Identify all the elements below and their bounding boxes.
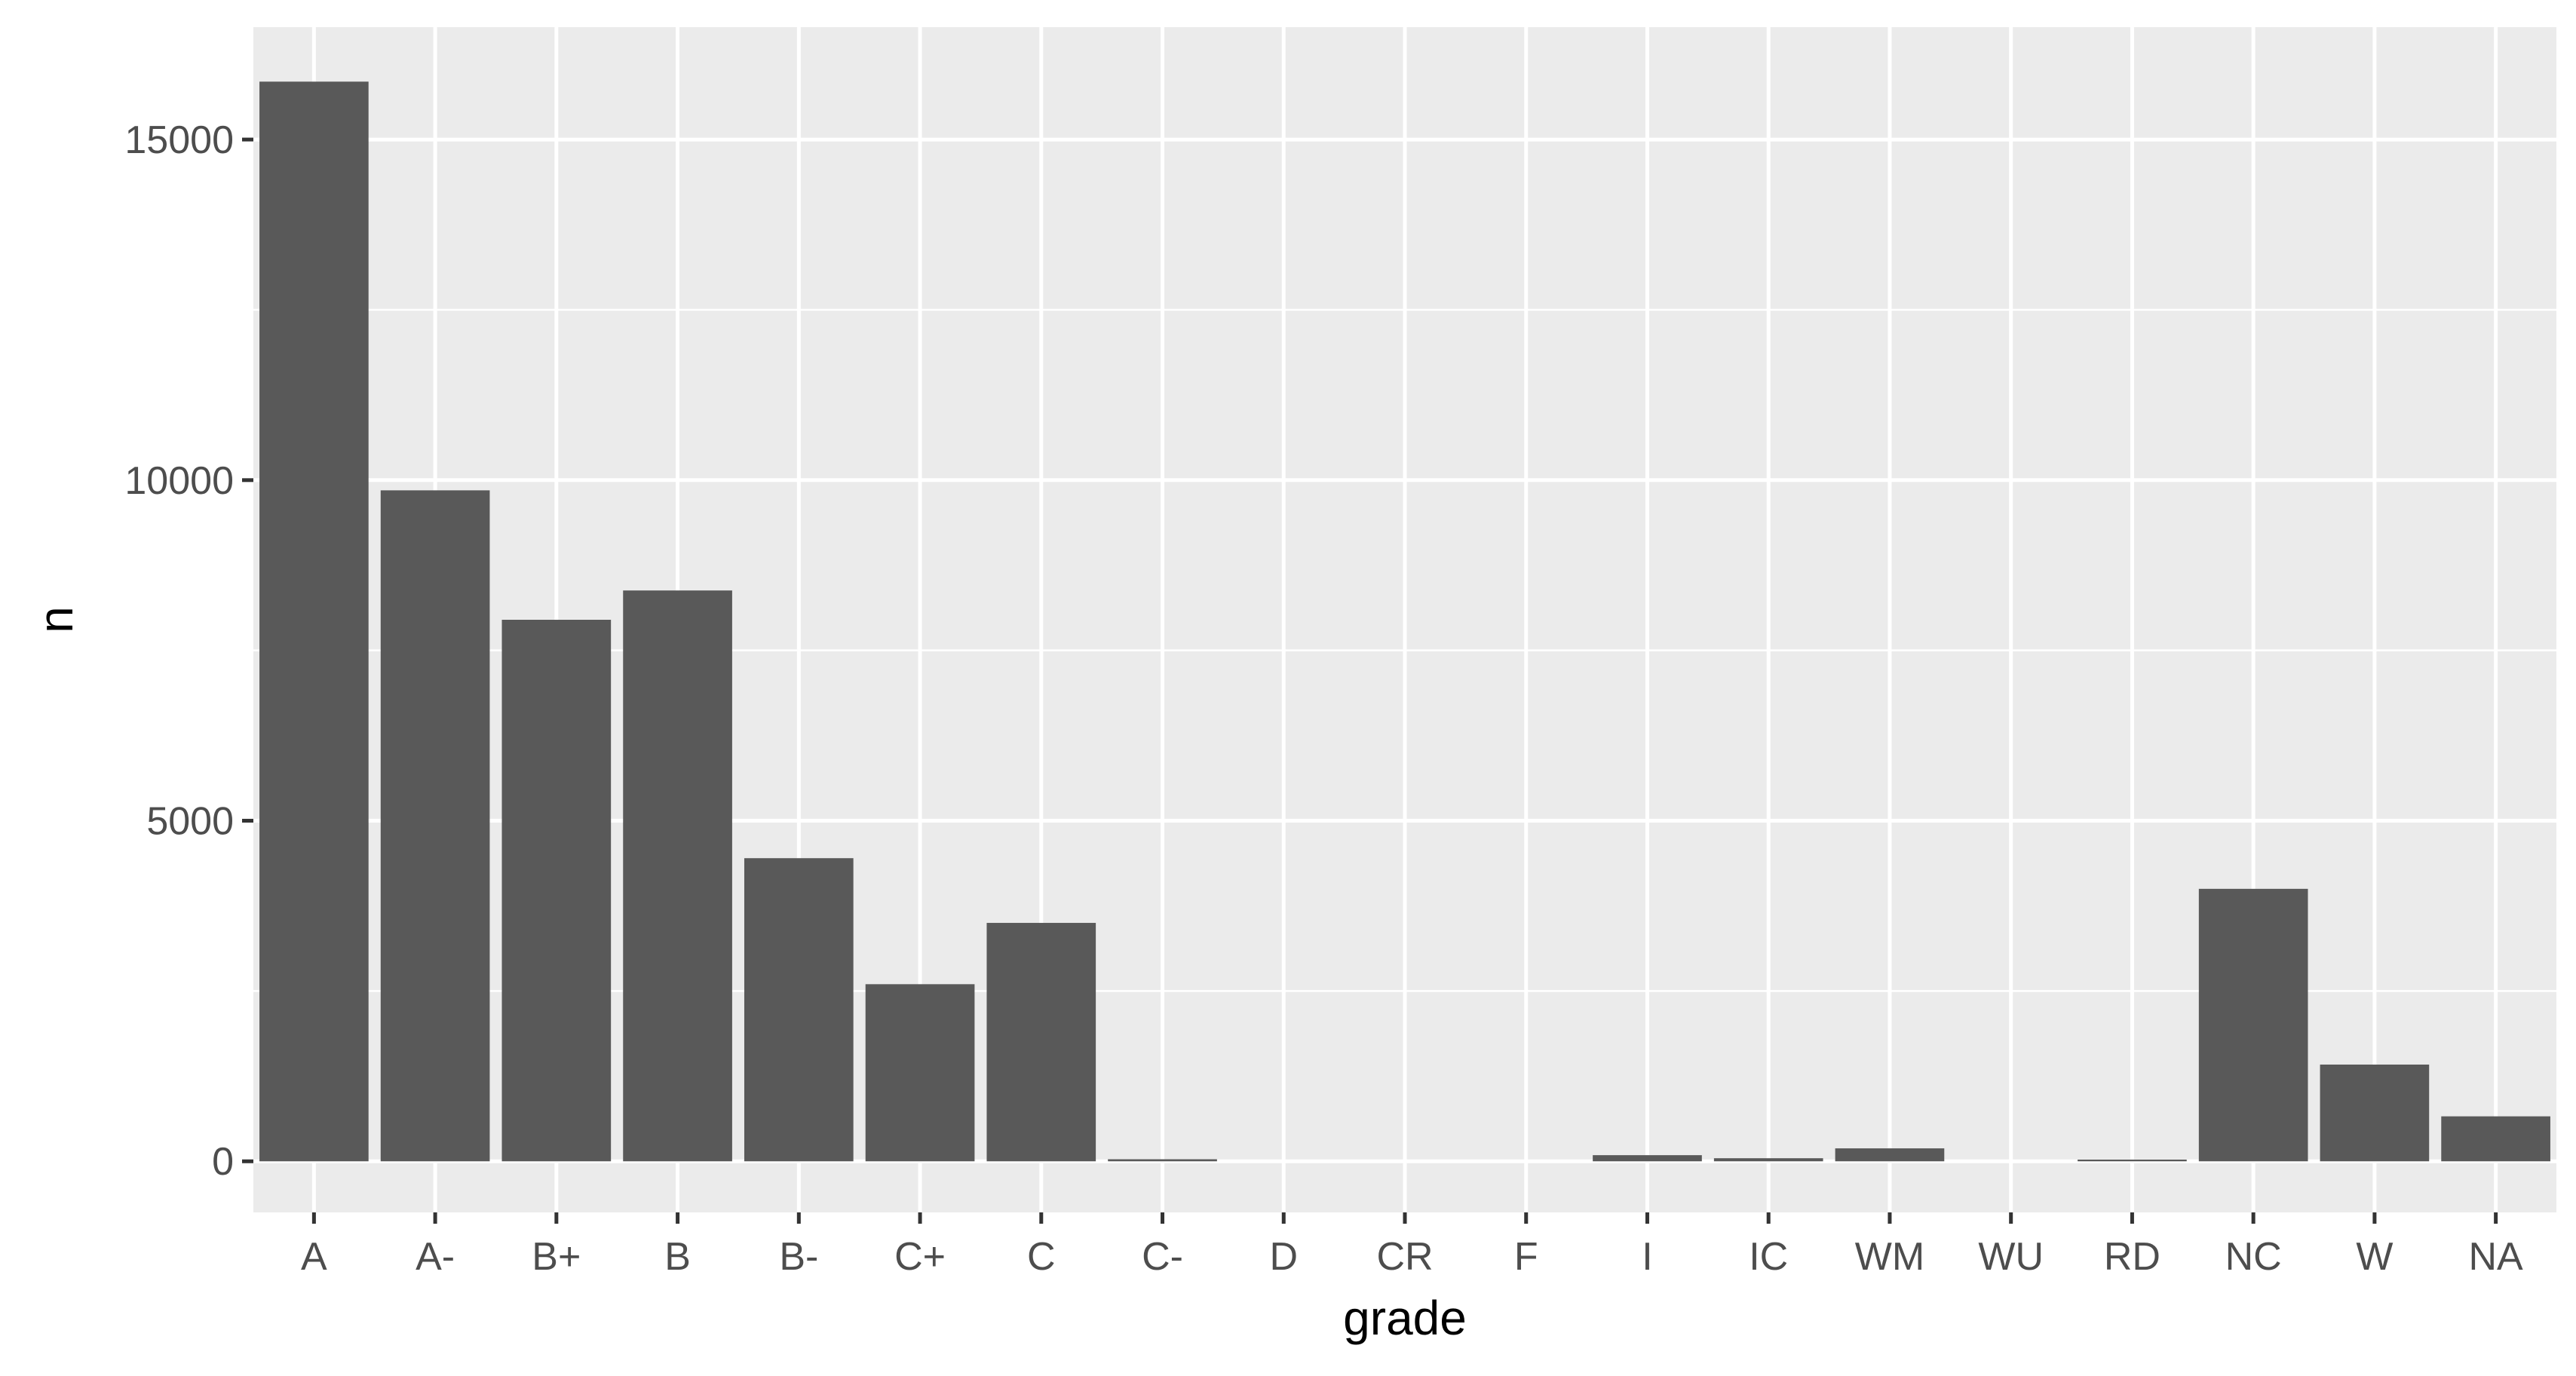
bar-RD (2078, 1159, 2187, 1162)
bar-NA (2441, 1116, 2550, 1162)
x-tick-label: B+ (532, 1235, 581, 1279)
x-tick-label: RD (2104, 1235, 2160, 1279)
x-tick-label: D (1269, 1235, 1298, 1279)
x-tick-label: B (664, 1235, 691, 1279)
y-tick-label: 5000 (146, 800, 234, 844)
x-tick-label: I (1642, 1235, 1652, 1279)
y-axis-title: n (29, 606, 83, 633)
y-tick-label: 15000 (124, 118, 234, 162)
bar-WM (1835, 1148, 1945, 1162)
x-tick-label: NC (2225, 1235, 2282, 1279)
y-tick-label: 0 (212, 1140, 234, 1184)
bars (259, 81, 2550, 1162)
x-axis-title: grade (1343, 1291, 1467, 1345)
x-tick-label: C (1027, 1235, 1056, 1279)
x-tick-label: A- (416, 1235, 455, 1279)
x-tick-label: A (301, 1235, 327, 1279)
x-tick-label: F (1514, 1235, 1538, 1279)
bar-A- (380, 490, 490, 1162)
x-tick-label: NA (2469, 1235, 2524, 1279)
axes: 0 5000 10000 15000 A A- B+ B B- C+ C C- D CR F I IC WM WU R… (124, 118, 2523, 1279)
x-tick-label: B- (779, 1235, 818, 1279)
y-tick-label: 10000 (124, 459, 234, 503)
bar-B+ (501, 620, 612, 1162)
bar-C (986, 923, 1096, 1162)
x-tick-label: IC (1749, 1235, 1788, 1279)
bar-C+ (865, 984, 975, 1162)
bar-NC (2198, 888, 2308, 1162)
x-tick-label: WU (1978, 1235, 2044, 1279)
bar-B- (744, 858, 854, 1162)
bar-C- (1108, 1159, 1217, 1162)
x-tick-label: WM (1855, 1235, 1924, 1279)
bar-IC (1713, 1158, 1823, 1162)
x-tick-label: W (2356, 1235, 2393, 1279)
x-tick-label: C- (1142, 1235, 1183, 1279)
x-tick-label: C+ (894, 1235, 946, 1279)
bar-B (623, 590, 732, 1162)
bar-A (259, 81, 369, 1162)
bar-W (2320, 1064, 2430, 1162)
x-tick-label: CR (1376, 1235, 1433, 1279)
bar-I (1593, 1155, 1702, 1162)
